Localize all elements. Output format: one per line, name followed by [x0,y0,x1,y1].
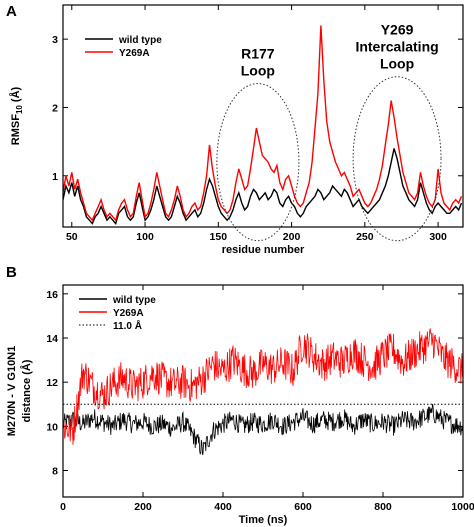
x-tick-label: 200 [134,501,152,513]
legend-entry-label: 11.0 Å [113,319,142,332]
panel-b-x-axis-label: Time (ns) [239,514,288,526]
y-tick-label: 8 [52,466,58,478]
x-tick-label: 100 [136,231,154,243]
panel-b-plot-frame [62,284,464,498]
x-tick-label: 50 [66,231,78,243]
y-tick-label: 12 [46,377,58,389]
x-tick-label: 150 [210,231,228,243]
y-tick-label: 14 [46,333,58,345]
panel-a-chart: A 50 100 150 200 250 300 1 2 3 wild type Y269A R177… [6,3,464,256]
x-tick-label: 200 [283,231,301,243]
panel-b-y-axis-label-line1: M270N - V G10N1 [6,346,18,436]
annotation-label: R177 [241,46,275,62]
panel-b-y-axis-label-line2: distance (Å) [20,359,33,422]
y-tick-label: 1 [52,171,58,183]
y-tick-label: 2 [52,102,58,114]
legend-entry-label: Y269A [119,48,150,59]
panel-b-y-axis-label: M270N - V G10N1 distance (Å) [6,346,33,436]
legend-entry-label: wild type [112,295,156,306]
y-tick-label: 16 [46,289,58,301]
series-line-wild-type [63,403,463,456]
panel-b-marks: 0 200 400 600 800 1000 8 10 12 14 16 wild type Y269A… [46,285,474,513]
annotation-label: Loop [241,63,275,79]
panel-a-x-axis-label: residue number [222,244,305,256]
annotation-label: Y269 [381,22,414,38]
legend-entry-label: wild type [118,35,162,46]
legend-entry-label: Y269A [113,308,144,319]
panel-a-y-axis-label: RMSF10 (Å) [9,86,24,145]
x-tick-label: 250 [356,231,374,243]
x-tick-label: 600 [294,501,312,513]
x-tick-label: 800 [374,501,392,513]
panel-b-letter: B [6,264,17,281]
x-tick-label: 300 [429,231,447,243]
panel-a-letter: A [6,3,17,20]
y-tick-label: 10 [46,421,58,433]
series-line-wild-type [63,148,463,226]
x-tick-label: 0 [60,501,66,513]
x-tick-label: 400 [214,501,232,513]
annotation-ellipse [216,83,300,242]
y-tick-label: 3 [52,34,58,46]
x-tick-label: 1000 [451,501,474,513]
annotation-label: Intercalating [355,39,438,55]
panel-a-plot-frame [62,4,464,228]
series-line-y269a [63,328,463,445]
annotation-label: Loop [380,56,414,72]
series-line-y269a [63,25,463,222]
panel-b-chart: B 0 200 400 600 800 1000 8 10 12 14 16 wild type Y26… [6,264,474,526]
annotation-ellipse [352,76,442,242]
